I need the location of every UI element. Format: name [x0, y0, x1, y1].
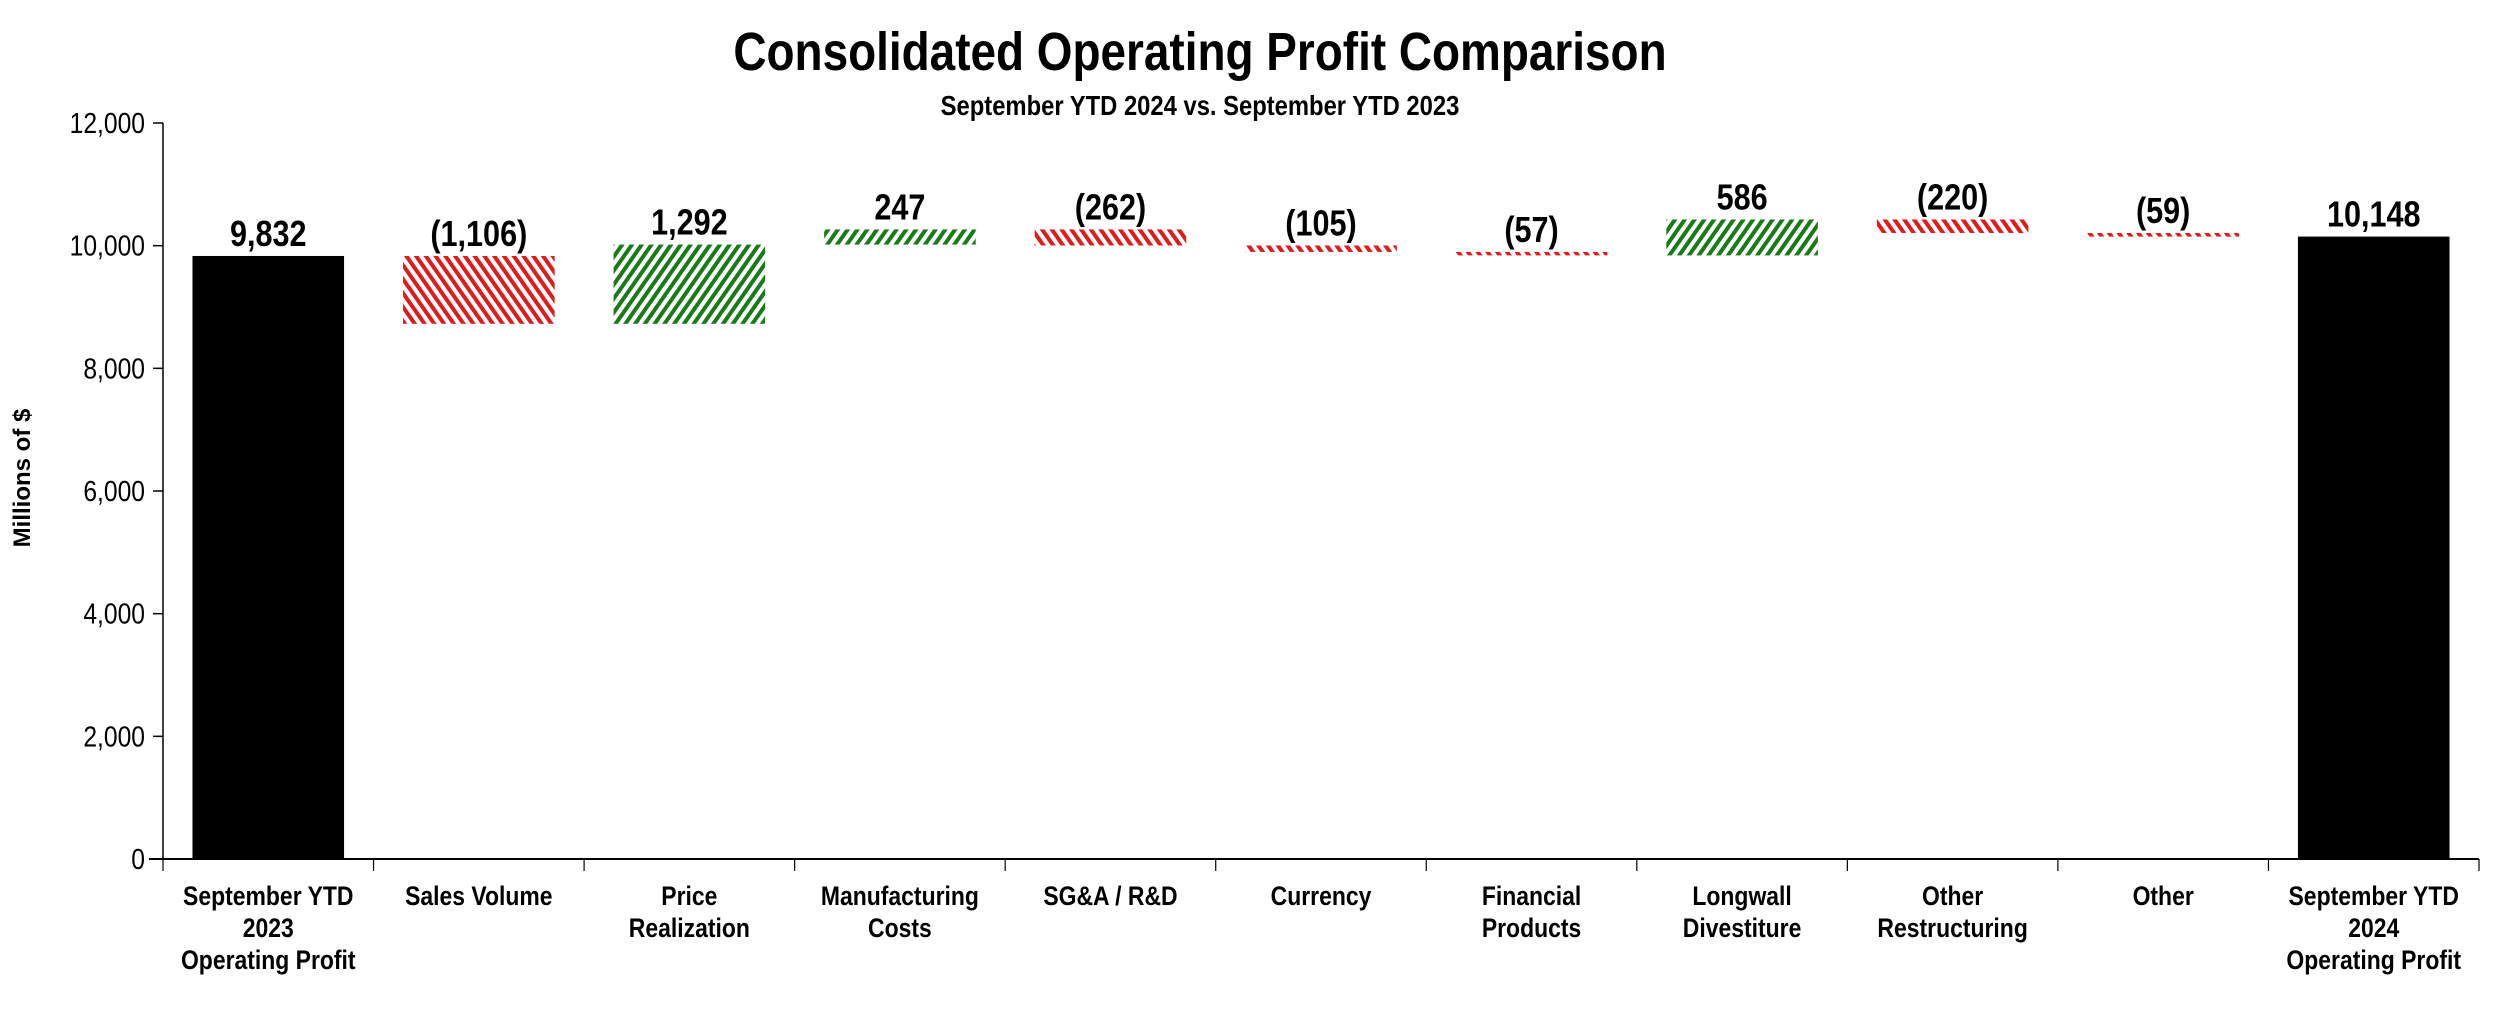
- category-label: Other Restructuring: [1877, 881, 2027, 943]
- increase-bar: [1666, 219, 1818, 256]
- decrease-bar: [2087, 232, 2239, 237]
- category-label-line: Currency: [1271, 881, 1372, 911]
- category-label-line: 2023: [243, 913, 294, 943]
- category-label: September YTD 2024 Operating Profit: [2286, 881, 2461, 975]
- category-label: Sales Volume: [405, 881, 553, 911]
- category-label-line: Operating Profit: [2286, 945, 2461, 975]
- data-label: (1,106): [430, 215, 527, 255]
- category-label-line: Longwall: [1692, 881, 1791, 911]
- category-label-line: Manufacturing: [821, 881, 979, 911]
- decrease-bar: [1034, 229, 1187, 246]
- category-label-line: Costs: [868, 913, 932, 943]
- data-label: (59): [2136, 192, 2190, 232]
- category-label: SG&A / R&D: [1043, 881, 1177, 911]
- category-label-line: 2024: [2348, 913, 2399, 943]
- data-label: (262): [1075, 188, 1146, 228]
- category-label: Other: [2133, 881, 2194, 911]
- chart-title: Consolidated Operating Profit Comparison: [733, 22, 1666, 82]
- category-label-line: Divestiture: [1683, 913, 1802, 943]
- category-label-line: Sales Volume: [405, 881, 553, 911]
- category-label-line: SG&A / R&D: [1043, 881, 1177, 911]
- data-label: 10,148: [2327, 195, 2421, 235]
- decrease-bar: [403, 255, 555, 324]
- y-tick-label: 4,000: [83, 598, 145, 630]
- y-tick-label: 12,000: [70, 107, 145, 139]
- data-label: (105): [1285, 204, 1356, 244]
- data-label: (57): [1504, 211, 1558, 251]
- category-label-line: Operating Profit: [181, 945, 356, 975]
- category-label: September YTD 2023 Operating Profit: [181, 881, 356, 975]
- decrease-bar: [1876, 219, 2029, 233]
- data-label: (220): [1917, 178, 1988, 218]
- category-label-line: September YTD: [2289, 881, 2459, 911]
- y-tick-label: 10,000: [70, 230, 145, 262]
- decrease-bar: [1245, 245, 1397, 252]
- total-bar: [2297, 236, 2450, 859]
- category-label-line: Products: [1482, 913, 1581, 943]
- category-label: Price Realization: [629, 881, 750, 943]
- category-label-line: Restructuring: [1877, 913, 2027, 943]
- axes: 0 2,000 4,000 6,000 8,000 10,000 12,000: [70, 107, 2480, 875]
- increase-bar: [824, 229, 976, 245]
- category-label-line: Realization: [629, 913, 750, 943]
- data-label: 247: [874, 188, 925, 228]
- category-label-line: Other: [2133, 881, 2194, 911]
- category-label-line: Other: [1922, 881, 1983, 911]
- y-tick-label: 2,000: [83, 720, 145, 752]
- data-label: 9,832: [230, 215, 307, 255]
- increase-bar: [613, 244, 766, 324]
- y-axis-label: Millions of $: [9, 408, 36, 547]
- y-tick-label: 0: [131, 843, 145, 875]
- chart-subtitle: September YTD 2024 vs. September YTD 202…: [941, 89, 1460, 121]
- data-labels: 9,832 (1,106) 1,292 247 (262) (105) (57) 586 (22…: [230, 178, 2420, 254]
- data-label: 586: [1717, 178, 1768, 218]
- category-label-line: Financial: [1482, 881, 1581, 911]
- category-label: Currency: [1271, 881, 1372, 911]
- y-tick-label: 6,000: [83, 475, 145, 507]
- total-bar: [192, 255, 345, 859]
- data-label: 1,292: [651, 203, 728, 243]
- bars: [192, 219, 2450, 859]
- category-label: Financial Products: [1482, 881, 1581, 943]
- category-label: Longwall Divestiture: [1683, 881, 1802, 943]
- y-tick-label: 8,000: [83, 352, 145, 384]
- category-label: Manufacturing Costs: [821, 881, 979, 943]
- category-label-line: Price: [661, 881, 717, 911]
- decrease-bar: [1455, 251, 1608, 256]
- category-label-line: September YTD: [183, 881, 353, 911]
